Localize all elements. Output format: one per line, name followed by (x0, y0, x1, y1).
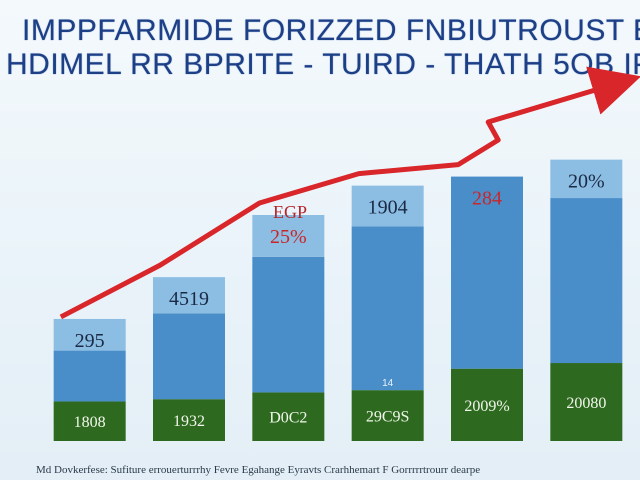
value-label-0: 295 (75, 330, 105, 352)
base-label-2: D0C2 (269, 410, 307, 427)
bar-segment-1-0 (153, 399, 225, 441)
base-label-0: 1808 (74, 414, 106, 431)
bar-segment-5-0 (550, 363, 623, 441)
chart-title-line-2: HDIMEL RR BPRITE - TUIRD - THATH 5OB IPU… (6, 48, 640, 81)
bar-segment-2-1 (252, 256, 325, 393)
bar-segment-5-1 (550, 198, 623, 364)
bar-segment-2-2 (252, 215, 325, 257)
bar-segment-1-1 (153, 313, 225, 400)
bar-segment-3-0 (351, 390, 424, 441)
bar-segment-0-0 (53, 401, 126, 441)
value-label-5: 20% (568, 171, 605, 193)
base-label-4: 2009% (464, 398, 509, 415)
bar-segment-3-2 (351, 185, 424, 227)
bar-segment-4-0 (451, 368, 523, 441)
value-label-3: 1904 (368, 197, 408, 219)
trend-arrow (59, 66, 640, 320)
base-label-3: 29C9S (366, 409, 410, 426)
base-label-1: 1932 (173, 413, 205, 430)
bar-segment-0-2 (53, 318, 126, 351)
bar-segment-3-1 (351, 226, 424, 391)
value-label-1: 4519 (169, 288, 209, 310)
bar-segment-2-0 (252, 392, 325, 441)
chart-footnote: Md Dovkerfese: Sufiture errouerturrrhy F… (36, 464, 481, 476)
value-label-4: 284 (472, 188, 502, 210)
bar-segment-4-1 (451, 176, 523, 369)
bar-segment-5-2 (550, 159, 623, 199)
chart-title-line-1: IMPPFARMIDE FORIZZED FNBIUTROUST EGF (22, 14, 640, 47)
bar-segment-1-2 (153, 277, 225, 314)
mid-label-3: 14 (382, 378, 394, 389)
trend-label: EGP (273, 202, 307, 222)
bar-segment-0-1 (53, 350, 126, 402)
chart-title: IMPPFARMIDE FORIZZED FNBIUTROUST EGF HDI… (0, 14, 640, 82)
base-label-5: 20080 (566, 395, 606, 412)
value-label-2: 25% (270, 226, 307, 248)
